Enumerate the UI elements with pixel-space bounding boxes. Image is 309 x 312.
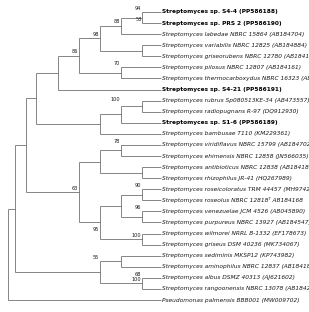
Text: 58: 58 — [135, 17, 142, 22]
Text: Streptomyces sp. S4-21 (PP586191): Streptomyces sp. S4-21 (PP586191) — [162, 87, 282, 92]
Text: Streptomyces wilmorei NRRL B-1332 (EF178673): Streptomyces wilmorei NRRL B-1332 (EF178… — [162, 231, 306, 236]
Text: 63: 63 — [71, 186, 78, 191]
Text: Streptomyces sp. PRS 2 (PP586190): Streptomyces sp. PRS 2 (PP586190) — [162, 21, 282, 26]
Text: Streptomyces pilosus NBRC 12807 (AB184161): Streptomyces pilosus NBRC 12807 (AB18416… — [162, 65, 301, 70]
Text: 100: 100 — [132, 233, 142, 238]
Text: Streptomyces ehimensis NBRC 12858 (JN566035): Streptomyces ehimensis NBRC 12858 (JN566… — [162, 154, 309, 158]
Text: Streptomyces sediminis MKSP12 (KP743982): Streptomyces sediminis MKSP12 (KP743982) — [162, 253, 294, 258]
Text: Streptomyces albus DSMZ 40313 (AJ621602): Streptomyces albus DSMZ 40313 (AJ621602) — [162, 275, 295, 280]
Text: 90: 90 — [135, 183, 142, 188]
Text: 70: 70 — [114, 61, 120, 66]
Text: 98: 98 — [93, 32, 99, 37]
Text: Streptomyces thermocarboxydus NBRC 16323 (AB249926): Streptomyces thermocarboxydus NBRC 16323… — [162, 76, 309, 81]
Text: Streptomyces rubrus Sp080513KE-34 (AB473557): Streptomyces rubrus Sp080513KE-34 (AB473… — [162, 98, 309, 103]
Text: Streptomyces roseolus NBRC 12818ᵀ AB184168: Streptomyces roseolus NBRC 12818ᵀ AB1841… — [162, 197, 303, 203]
Text: 68: 68 — [135, 271, 142, 276]
Text: Streptomyces roseicoloratus TRM 44457 (MH974279): Streptomyces roseicoloratus TRM 44457 (M… — [162, 187, 309, 192]
Text: Streptomyces sp. S4-4 (PP586188): Streptomyces sp. S4-4 (PP586188) — [162, 9, 278, 14]
Text: 88: 88 — [114, 19, 120, 24]
Text: Streptomyces antibioticus NBRC 12838 (AB184184): Streptomyces antibioticus NBRC 12838 (AB… — [162, 164, 309, 170]
Text: Streptomyces labedae NBRC 15864 (AB184704): Streptomyces labedae NBRC 15864 (AB18470… — [162, 32, 304, 37]
Text: Streptomyces aminophilus NBRC 12837 (AB184183): Streptomyces aminophilus NBRC 12837 (AB1… — [162, 264, 309, 269]
Text: 96: 96 — [135, 205, 142, 210]
Text: 95: 95 — [93, 227, 99, 232]
Text: Streptomyces variabilis NBRC 12825 (AB184884): Streptomyces variabilis NBRC 12825 (AB18… — [162, 43, 307, 48]
Text: Streptomyces sp. S1-6 (PP586189): Streptomyces sp. S1-6 (PP586189) — [162, 120, 278, 125]
Text: Pseudomonas palmensis BBB001 (MW009702): Pseudomonas palmensis BBB001 (MW009702) — [162, 298, 299, 303]
Text: Streptomyces venezuelae JCM 4526 (AB045890): Streptomyces venezuelae JCM 4526 (AB0458… — [162, 209, 305, 214]
Text: 78: 78 — [114, 139, 120, 144]
Text: Streptomyces radiopugnans R-97 (DQ912930): Streptomyces radiopugnans R-97 (DQ912930… — [162, 109, 299, 114]
Text: 94: 94 — [135, 6, 142, 11]
Text: Streptomyces purpureus NBRC 13927 (AB184547): Streptomyces purpureus NBRC 13927 (AB184… — [162, 220, 309, 225]
Text: Streptomyces rangoonensis NBRC 13078 (AB184295): Streptomyces rangoonensis NBRC 13078 (AB… — [162, 286, 309, 291]
Text: Streptomyces griseorubens NBRC 12780 (AB184139): Streptomyces griseorubens NBRC 12780 (AB… — [162, 54, 309, 59]
Text: 100: 100 — [132, 277, 142, 282]
Text: 86: 86 — [71, 49, 78, 54]
Text: Streptomyces rhizophilus JR-41 (HQ267989): Streptomyces rhizophilus JR-41 (HQ267989… — [162, 176, 292, 181]
Text: Streptomyces viridiflavus NBRC 15799 (AB184702): Streptomyces viridiflavus NBRC 15799 (AB… — [162, 142, 309, 148]
Text: 100: 100 — [111, 97, 120, 102]
Text: Streptomyces bambusae T110 (KM229361): Streptomyces bambusae T110 (KM229361) — [162, 131, 290, 136]
Text: Streptomyces griseus DSM 40236 (MK734067): Streptomyces griseus DSM 40236 (MK734067… — [162, 242, 299, 247]
Text: 55: 55 — [93, 255, 99, 260]
